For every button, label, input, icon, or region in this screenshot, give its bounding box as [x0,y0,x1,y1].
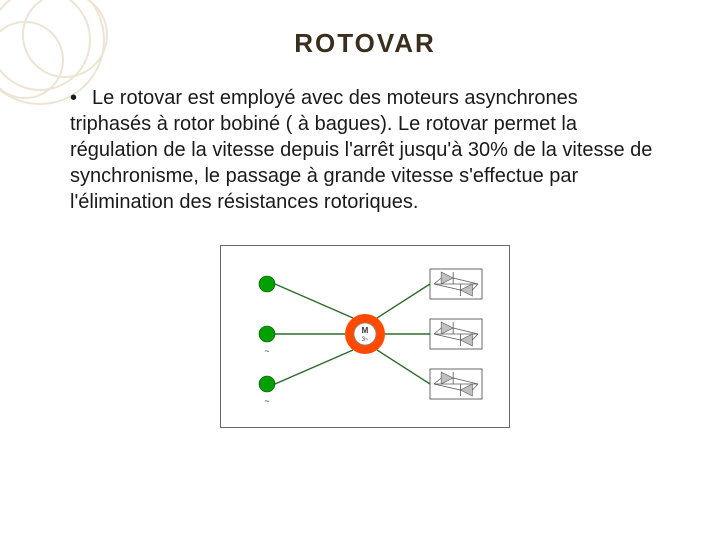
svg-text:~: ~ [264,396,269,406]
svg-text:M: M [362,326,369,335]
diagram-container: ~ ~ M 3~ [70,245,660,428]
slide-content: ROTOVAR •Le rotovar est employé avec des… [0,0,720,428]
bullet-mark: • [70,85,92,111]
slide-title: ROTOVAR [190,28,540,59]
svg-text:3~: 3~ [362,337,369,343]
bullet-paragraph: •Le rotovar est employé avec des moteurs… [70,85,660,215]
svg-text:~: ~ [264,346,269,356]
diagram-svg: ~ ~ M 3~ [235,254,495,414]
rotovar-diagram: ~ ~ M 3~ [220,245,510,428]
paragraph-text: Le rotovar est employé avec des moteurs … [70,87,652,213]
